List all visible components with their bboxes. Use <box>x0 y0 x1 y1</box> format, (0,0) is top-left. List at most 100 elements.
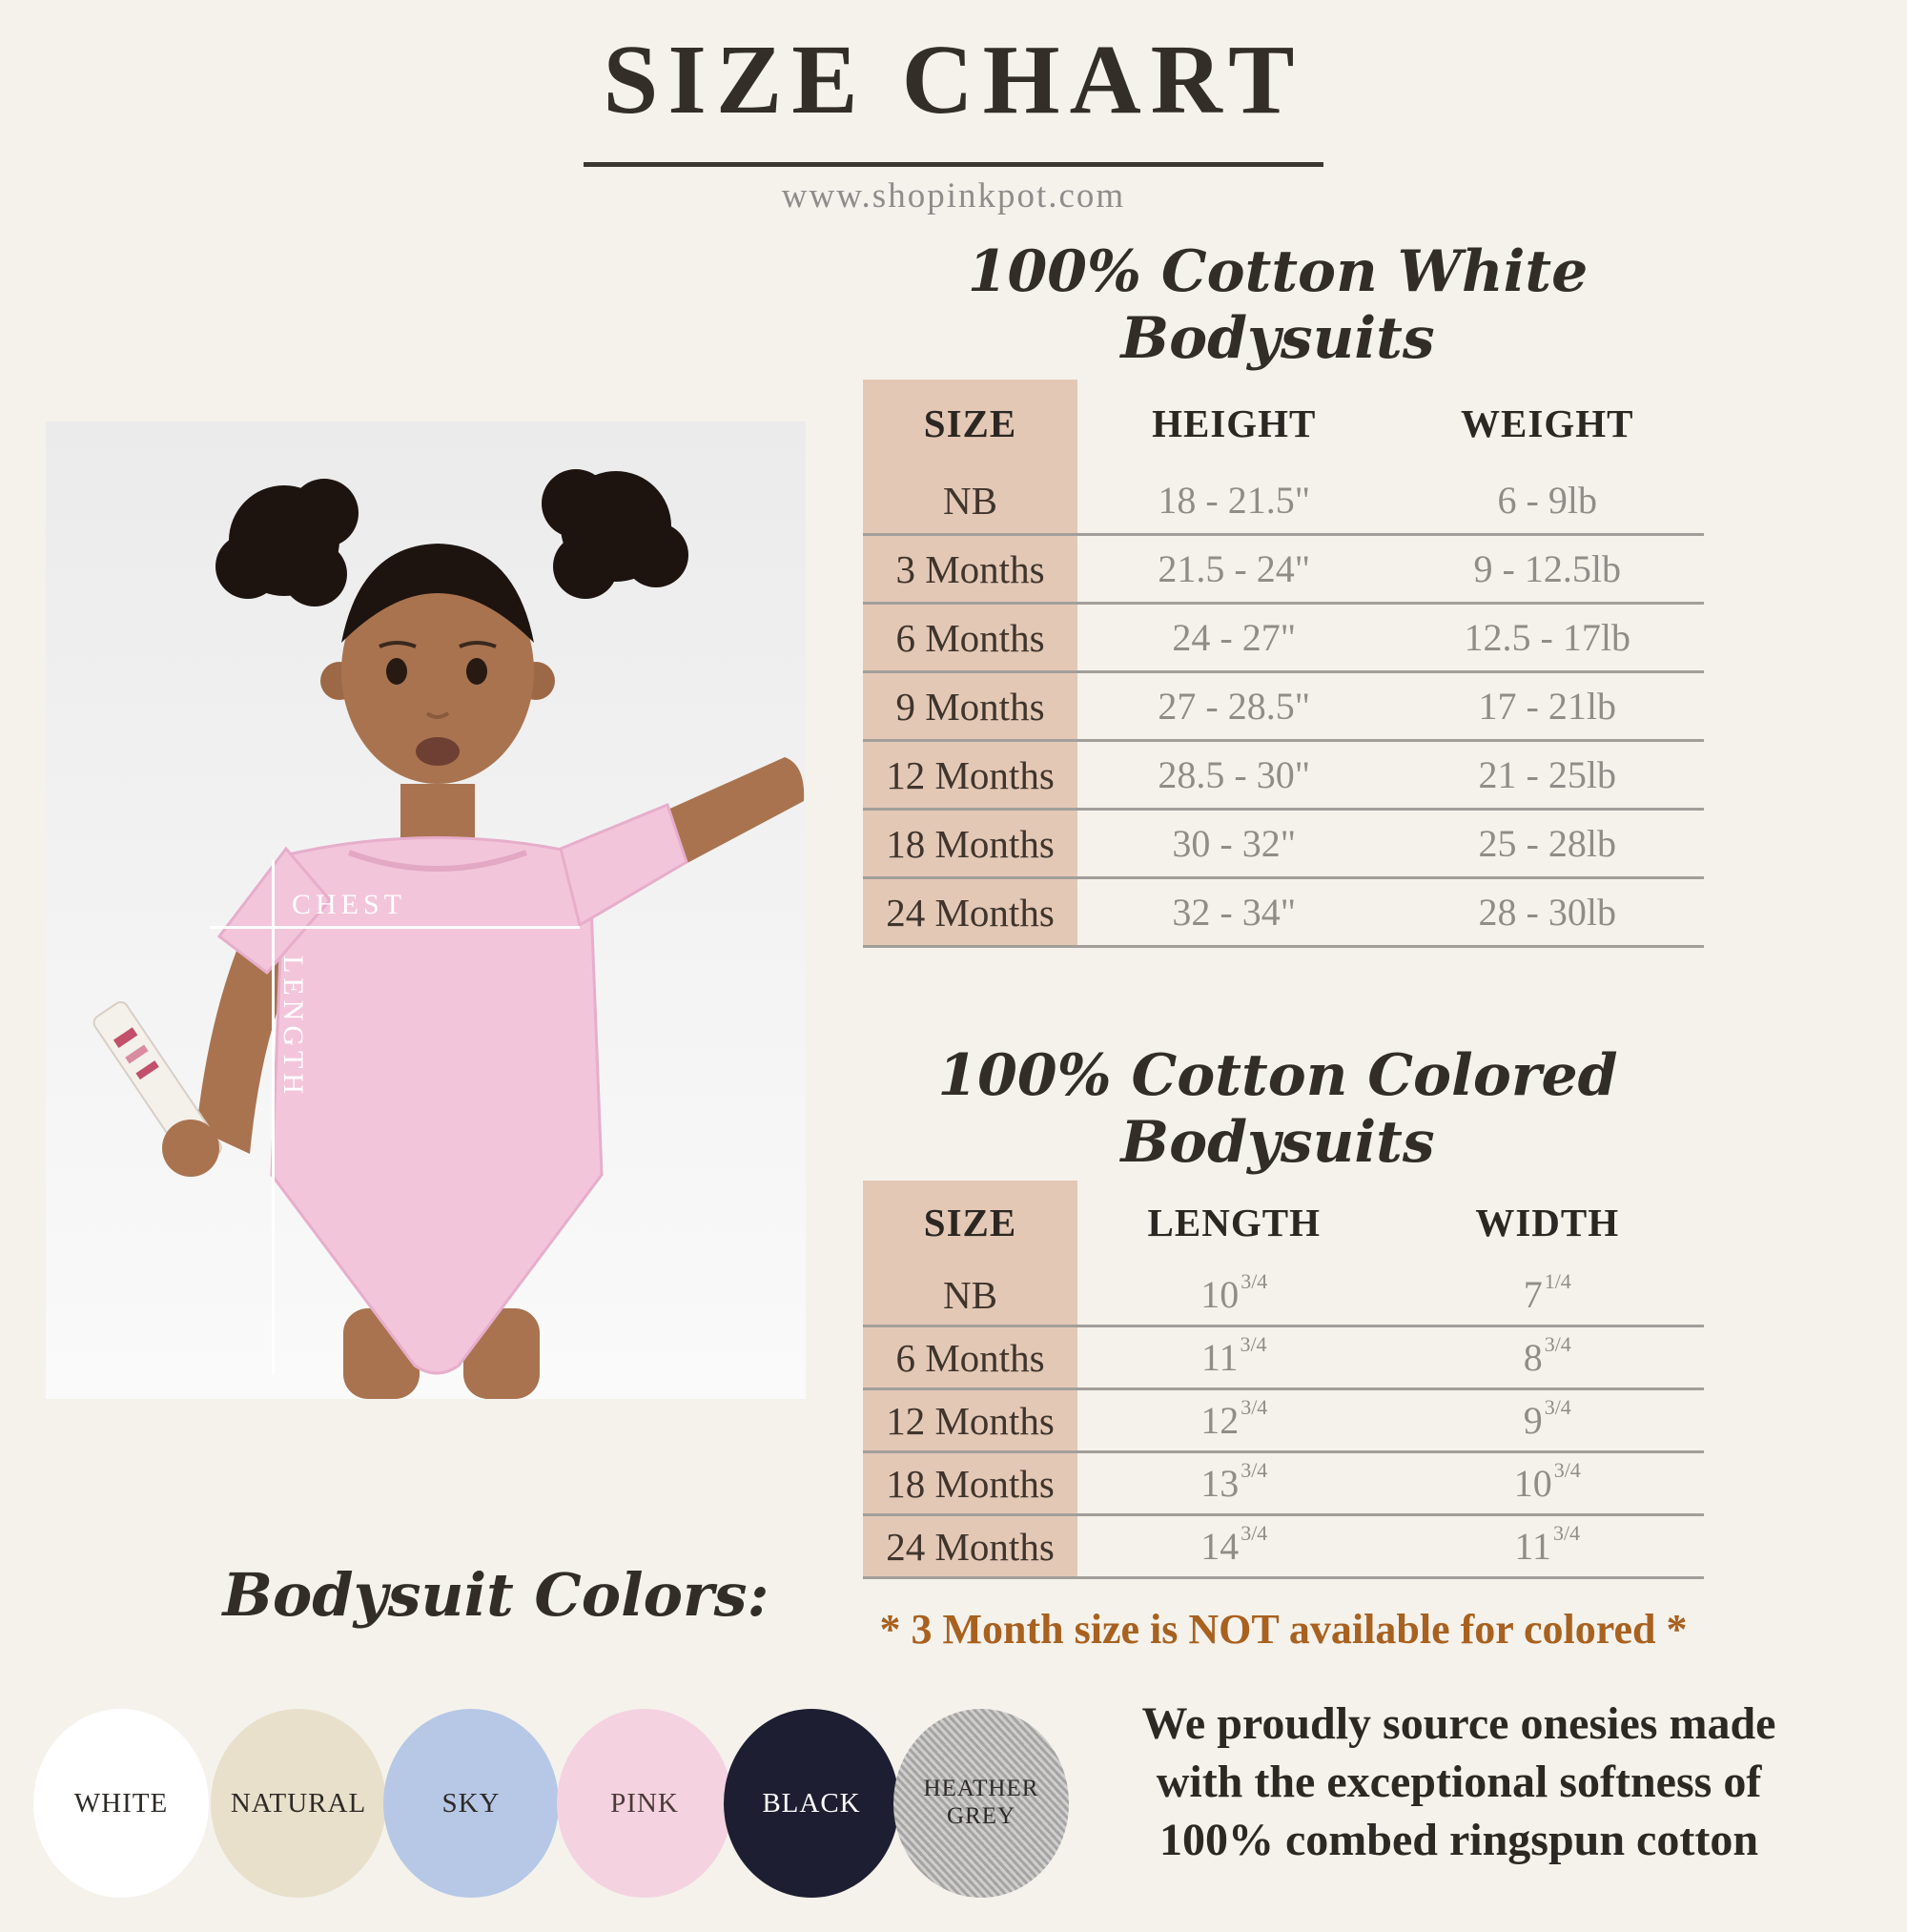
pink-bodysuit <box>270 836 604 1375</box>
table-row: 3 Months 21.5 - 24" 9 - 12.5lb <box>863 536 1704 605</box>
width-cell: 103/4 <box>1513 1458 1581 1505</box>
width-cell: 83/4 <box>1523 1332 1571 1379</box>
length-cell: 103/4 <box>1200 1269 1268 1316</box>
swatch-label: WHITE <box>73 1787 169 1819</box>
length-label: LENGTH <box>277 956 309 1099</box>
swatch-label: PINK <box>610 1787 679 1819</box>
height-cell: 21.5 - 24" <box>1158 547 1311 590</box>
table-row: 6 Months 24 - 27" 12.5 - 17lb <box>863 605 1704 673</box>
column-header-height: HEIGHT <box>1152 401 1317 445</box>
size-cell: NB <box>863 467 1077 533</box>
height-cell: 28.5 - 30" <box>1158 753 1311 796</box>
length-cell: 133/4 <box>1200 1458 1268 1505</box>
white-bodysuits-table: SIZE HEIGHT WEIGHT NB 18 - 21.5" 6 - 9lb… <box>863 380 1704 948</box>
colored-size-note: * 3 Month size is NOT available for colo… <box>879 1606 1688 1653</box>
height-cell: 30 - 32" <box>1172 822 1297 865</box>
table-row: 24 Months 143/4 113/4 <box>863 1516 1704 1579</box>
swatch-label: HEATHER GREY <box>923 1776 1039 1829</box>
size-cell: 24 Months <box>863 1516 1077 1576</box>
width-cell: 113/4 <box>1514 1521 1581 1568</box>
color-swatch-pink: PINK <box>557 1709 732 1898</box>
column-header-size: SIZE <box>863 380 1077 467</box>
baby-eye <box>386 658 407 685</box>
baby-mouth <box>416 737 460 766</box>
bodysuit-colors-heading: Bodysuit Colors: <box>222 1560 769 1630</box>
chest-line <box>210 926 580 929</box>
swatch-label: NATURAL <box>230 1787 367 1819</box>
size-cell: 12 Months <box>863 1390 1077 1450</box>
baby-hand <box>162 1120 219 1177</box>
column-header-weight: WEIGHT <box>1461 401 1634 445</box>
table-row: NB 103/4 71/4 <box>863 1264 1704 1327</box>
bodysuit-sleeve <box>559 803 688 928</box>
baby-nose <box>425 711 450 719</box>
table-row: 9 Months 27 - 28.5" 17 - 21lb <box>863 673 1704 742</box>
sourcing-line: We proudly source onesies made <box>1141 1698 1776 1749</box>
table-row: 18 Months 30 - 32" 25 - 28lb <box>863 811 1704 879</box>
chest-label: CHEST <box>292 889 406 920</box>
colored-bodysuits-heading: 100% Cotton Colored Bodysuits <box>937 1042 1618 1176</box>
length-cell: 143/4 <box>1200 1521 1268 1568</box>
hair-puff-left <box>215 479 359 606</box>
color-swatch-black: BLACK <box>724 1709 899 1898</box>
color-swatch-natural: NATURAL <box>211 1709 386 1898</box>
height-cell: 18 - 21.5" <box>1158 479 1311 522</box>
white-bodysuits-heading: 100% Cotton White Bodysuits <box>967 238 1589 372</box>
size-cell: 6 Months <box>863 1327 1077 1387</box>
size-cell: 3 Months <box>863 536 1077 602</box>
height-cell: 27 - 28.5" <box>1158 685 1311 728</box>
title-underline <box>584 162 1323 167</box>
height-cell: 24 - 27" <box>1172 616 1297 659</box>
baby-eye <box>466 658 487 685</box>
table-row: 24 Months 32 - 34" 28 - 30lb <box>863 879 1704 948</box>
swatch-label: SKY <box>441 1787 501 1819</box>
color-swatch-heather-grey: HEATHER GREY <box>893 1709 1069 1898</box>
size-cell: NB <box>863 1264 1077 1325</box>
column-header-size: SIZE <box>863 1181 1077 1264</box>
baby-brow <box>459 641 497 648</box>
size-cell: 12 Months <box>863 742 1077 808</box>
size-cell: 18 Months <box>863 811 1077 876</box>
size-cell: 18 Months <box>863 1453 1077 1513</box>
weight-cell: 17 - 21lb <box>1478 685 1616 728</box>
table-row: 6 Months 113/4 83/4 <box>863 1327 1704 1390</box>
length-cell: 113/4 <box>1200 1332 1267 1379</box>
color-swatch-sky: SKY <box>383 1709 559 1898</box>
sourcing-line: with the exceptional softness of <box>1156 1756 1762 1807</box>
table-row: NB 18 - 21.5" 6 - 9lb <box>863 467 1704 536</box>
hair-puff-right <box>542 469 688 599</box>
weight-cell: 9 - 12.5lb <box>1473 547 1621 590</box>
size-cell: 9 Months <box>863 673 1077 739</box>
bodysuit-neckline <box>347 850 528 872</box>
sourcing-statement: We proudly source onesies made with the … <box>1097 1696 1821 1870</box>
table-row: 12 Months 28.5 - 30" 21 - 25lb <box>863 742 1704 811</box>
size-cell: 6 Months <box>863 605 1077 670</box>
column-header-length: LENGTH <box>1147 1201 1321 1244</box>
sourcing-line: 100% combed ringspun cotton <box>1159 1814 1759 1865</box>
baby-brow <box>379 641 417 648</box>
weight-cell: 28 - 30lb <box>1478 891 1616 934</box>
weight-cell: 12.5 - 17lb <box>1464 616 1630 659</box>
site-url: www.shopinkpot.com <box>781 176 1126 216</box>
length-line <box>272 860 275 1375</box>
swatch-label: BLACK <box>762 1787 861 1819</box>
baby-illustration: CHEST LENGTH <box>46 421 806 1399</box>
weight-cell: 25 - 28lb <box>1478 822 1616 865</box>
width-cell: 93/4 <box>1523 1395 1571 1442</box>
table-header-row: SIZE HEIGHT WEIGHT <box>863 380 1704 467</box>
baby-face <box>341 559 534 784</box>
colored-bodysuits-table: SIZE LENGTH WIDTH NB 103/4 71/4 6 Months… <box>863 1181 1704 1579</box>
size-cell: 24 Months <box>863 879 1077 945</box>
width-cell: 71/4 <box>1523 1269 1571 1316</box>
table-row: 18 Months 133/4 103/4 <box>863 1453 1704 1516</box>
table-header-row: SIZE LENGTH WIDTH <box>863 1181 1704 1264</box>
page-title: SIZE CHART <box>603 25 1304 134</box>
weight-cell: 6 - 9lb <box>1497 479 1597 522</box>
baby-hair <box>341 544 534 643</box>
weight-cell: 21 - 25lb <box>1478 753 1616 796</box>
length-cell: 123/4 <box>1200 1395 1268 1442</box>
table-row: 12 Months 123/4 93/4 <box>863 1390 1704 1453</box>
column-header-width: WIDTH <box>1475 1201 1620 1244</box>
color-swatch-white: WHITE <box>33 1709 209 1898</box>
